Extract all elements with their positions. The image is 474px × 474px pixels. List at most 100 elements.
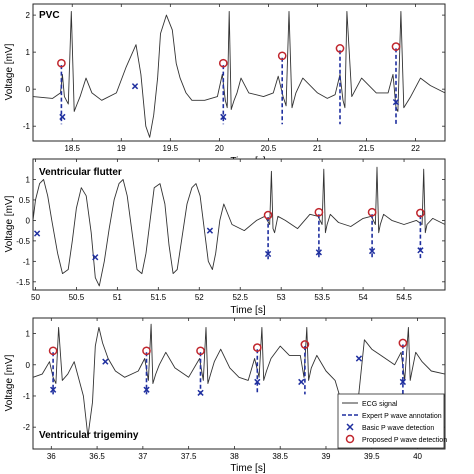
basic-detection-pvc (392, 98, 400, 106)
basic-detection-pvc (131, 83, 139, 90)
x-axis-flutter: 50 50.5 51 51.5 52 52.5 53 53.5 54 54.5 (31, 159, 412, 302)
x-tick-label-trigeminy: 39 (322, 452, 331, 461)
proposed-detection-flutter (314, 207, 324, 217)
y-tick-label-pvc: -1 (23, 122, 31, 131)
proposed-detection-pvc (57, 58, 66, 68)
basic-detection-trigeminy (102, 358, 109, 365)
x-tick-label-pvc: 20 (215, 144, 224, 153)
x-tick-label-flutter: 53.5 (314, 293, 330, 302)
basic-detection-trigeminy (143, 386, 150, 393)
x-tick-label-trigeminy: 36 (47, 452, 56, 461)
ecg-line-trigeminy (32, 323, 446, 447)
p-wave-markers-trigeminy (48, 338, 408, 396)
legend-basic-swatch (346, 423, 354, 431)
y-tick-label-trigeminy: 0 (26, 361, 31, 370)
panel-title-flutter: Ventricular flutter (39, 167, 122, 178)
y-axis-label-trigeminy: Voltage [mV] (4, 354, 15, 411)
ecg-trace-flutter (32, 166, 446, 287)
proposed-detection-trigeminy (252, 343, 262, 352)
basic-detection-trigeminy (197, 389, 204, 396)
x-tick-label-trigeminy: 38.5 (272, 452, 288, 461)
panel-title-pvc: PVC (39, 10, 60, 21)
basic-detection-stroke (143, 386, 150, 393)
y-axis-flutter: -1.5 -1 -0.5 0 0.5 1 (16, 175, 445, 287)
y-tick-label-flutter: 0 (26, 216, 31, 225)
basic-detection-pvc (59, 113, 66, 121)
x-tick-label-pvc: 21 (313, 144, 322, 153)
x-tick-label-flutter: 52.5 (232, 293, 248, 302)
proposed-detection-trigeminy (48, 346, 58, 356)
y-tick-label-flutter: -0.5 (16, 237, 30, 246)
basic-detection-stroke (315, 249, 322, 256)
y-tick-label-flutter: -1 (23, 257, 31, 266)
y-tick-label-trigeminy: -1 (23, 392, 31, 401)
legend: ECG signal Expert P wave annotation Basi… (337, 393, 447, 449)
plot-frame-pvc (32, 3, 446, 142)
y-tick-label-trigeminy: -2 (23, 423, 31, 432)
x-tick-label-pvc: 22 (411, 144, 420, 153)
x-tick-label-flutter: 52 (195, 293, 204, 302)
y-tick-label-pvc: 0 (26, 85, 31, 94)
x-tick-label-trigeminy: 39.5 (364, 452, 380, 461)
basic-detection-stroke (355, 355, 363, 362)
y-tick-label-trigeminy: 1 (26, 330, 31, 339)
x-tick-label-trigeminy: 40 (413, 452, 422, 461)
legend-basic-label: Basic P wave detection (362, 425, 434, 432)
basic-detection-stroke (417, 247, 424, 254)
basic-detection-stroke (92, 254, 99, 261)
x-tick-label-trigeminy: 38 (230, 452, 239, 461)
y-tick-label-pvc: 2 (26, 11, 31, 20)
p-wave-markers-pvc (57, 42, 401, 125)
ecg-line-flutter (32, 166, 446, 287)
basic-detection-stroke (59, 113, 66, 121)
panel-ventricular-trigeminy: 36 36.5 37 37.5 38 38.5 39 39.5 40 -2 -1 0 1 Ventri… (4, 317, 447, 474)
basic-detection-stroke (298, 378, 305, 386)
x-tick-label-flutter: 50.5 (69, 293, 85, 302)
proposed-detection-trigeminy (196, 346, 205, 356)
x-tick-label-flutter: 53 (277, 293, 286, 302)
basic-detection-stroke (220, 113, 227, 121)
basic-detection-trigeminy (50, 386, 57, 393)
y-tick-label-flutter: 1 (26, 175, 31, 184)
x-tick-label-flutter: 51.5 (151, 293, 167, 302)
basic-detection-trigeminy (254, 378, 261, 386)
basic-detection-flutter (315, 249, 322, 256)
y-axis-label-pvc: Voltage [mV] (4, 43, 15, 100)
x-axis-trigeminy: 36 36.5 37 37.5 38 38.5 39 39.5 40 (47, 318, 423, 461)
x-tick-label-flutter: 50 (31, 293, 40, 302)
x-tick-label-pvc: 21.5 (359, 144, 375, 153)
y-axis-label-flutter: Voltage [mV] (4, 195, 15, 252)
x-tick-label-pvc: 19 (117, 144, 126, 153)
x-tick-label-flutter: 54 (359, 293, 368, 302)
basic-detection-stroke (102, 358, 109, 365)
proposed-detection-pvc (335, 44, 345, 53)
y-tick-label-flutter: -1.5 (16, 278, 30, 287)
proposed-detection-flutter (416, 208, 425, 218)
x-tick-label-trigeminy: 36.5 (89, 452, 105, 461)
proposed-detection-pvc (277, 51, 287, 61)
x-tick-label-trigeminy: 37 (138, 452, 147, 461)
legend-ecg-label: ECG signal (362, 401, 398, 408)
basic-detection-stroke (368, 247, 376, 255)
ecg-line-pvc (32, 10, 446, 138)
proposed-detection-flutter (263, 210, 273, 220)
basic-detection-flutter (206, 227, 214, 234)
ecg-trace-trigeminy (32, 323, 446, 447)
x-axis-label-trigeminy: Time [s] (230, 463, 265, 474)
basic-detection-stroke (392, 98, 400, 106)
basic-detection-flutter (92, 254, 99, 261)
basic-detection-pvc (220, 113, 227, 121)
legend-proposed-label: Proposed P wave detection (362, 437, 447, 444)
x-tick-label-trigeminy: 37.5 (181, 452, 197, 461)
y-axis-pvc: -1 0 1 2 (23, 11, 445, 131)
basic-detection-stroke (264, 250, 272, 258)
x-axis-label-flutter: Time [s] (230, 305, 265, 316)
basic-detection-stroke (254, 378, 261, 386)
basic-detection-flutter (368, 247, 376, 255)
legend-proposed-swatch (345, 434, 355, 444)
panel-title-trigeminy: Ventricular trigeminy (39, 430, 139, 441)
x-axis-pvc: 18.5 19 19.5 20 20.5 21 21.5 22 (64, 4, 421, 153)
basic-detection-stroke (399, 378, 407, 386)
